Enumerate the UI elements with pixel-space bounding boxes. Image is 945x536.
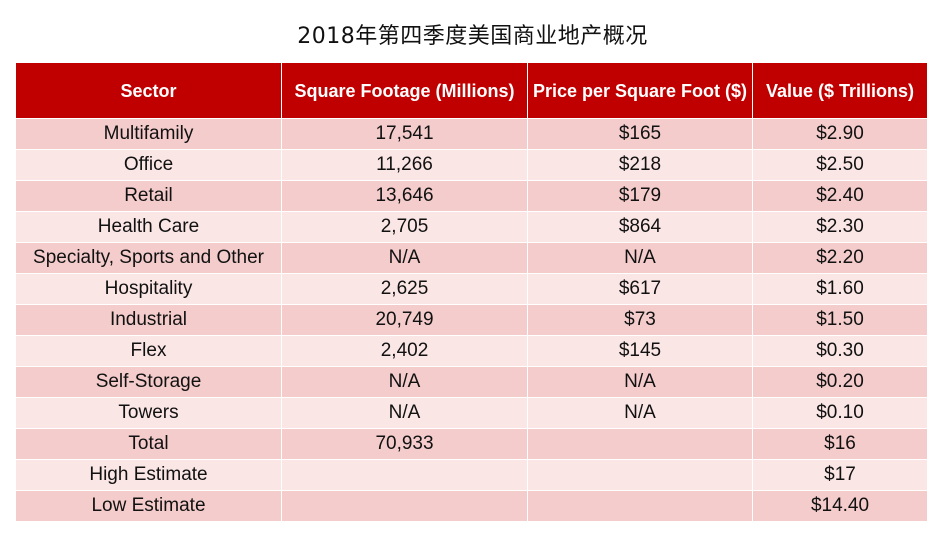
cell-price-per-square-foot: N/A — [527, 366, 753, 398]
table-row: Office 11,266 $218 $2.50 — [15, 149, 928, 181]
cell-sector: Total — [15, 428, 282, 460]
cell-square-footage: 13,646 — [281, 180, 528, 212]
cell-square-footage: 20,749 — [281, 304, 528, 336]
cell-price-per-square-foot: $218 — [527, 149, 753, 181]
cell-value: $0.30 — [752, 335, 928, 367]
cell-square-footage: 2,625 — [281, 273, 528, 305]
cell-sector: Multifamily — [15, 118, 282, 150]
column-header-price-per-square-foot: Price per Square Foot ($) — [527, 62, 753, 119]
cell-sector: Office — [15, 149, 282, 181]
table-row: Hospitality 2,625 $617 $1.60 — [15, 273, 928, 305]
header-row: Sector Square Footage (Millions) Price p… — [15, 62, 928, 119]
cell-square-footage: 17,541 — [281, 118, 528, 150]
cell-square-footage: N/A — [281, 242, 528, 274]
table-row: Towers N/A N/A $0.10 — [15, 397, 928, 429]
cell-sector: Flex — [15, 335, 282, 367]
cell-square-footage — [281, 459, 528, 491]
cell-value: $2.20 — [752, 242, 928, 274]
cell-square-footage: 2,402 — [281, 335, 528, 367]
table-row: Total 70,933 $16 — [15, 428, 928, 460]
cell-price-per-square-foot: $179 — [527, 180, 753, 212]
table-row: Health Care 2,705 $864 $2.30 — [15, 211, 928, 243]
column-header-value: Value ($ Trillions) — [752, 62, 928, 119]
cell-sector: Industrial — [15, 304, 282, 336]
chart-title: 2018年第四季度美国商业地产概况 — [297, 24, 648, 49]
cell-square-footage: N/A — [281, 397, 528, 429]
cell-value: $1.50 — [752, 304, 928, 336]
table-row: Flex 2,402 $145 $0.30 — [15, 335, 928, 367]
table-body: Multifamily 17,541 $165 $2.90 Office 11,266 $2… — [15, 118, 928, 522]
cell-square-footage: 70,933 — [281, 428, 528, 460]
cell-value: $2.90 — [752, 118, 928, 150]
column-header-sector: Sector — [15, 62, 282, 119]
cell-price-per-square-foot: N/A — [527, 242, 753, 274]
table-row: Multifamily 17,541 $165 $2.90 — [15, 118, 928, 150]
data-table: Sector Square Footage (Millions) Price p… — [15, 62, 928, 522]
column-header-square-footage: Square Footage (Millions) — [281, 62, 528, 119]
cell-square-footage — [281, 490, 528, 522]
cell-price-per-square-foot: $73 — [527, 304, 753, 336]
cell-value: $0.20 — [752, 366, 928, 398]
table-row: Industrial 20,749 $73 $1.50 — [15, 304, 928, 336]
cell-sector: Towers — [15, 397, 282, 429]
cell-sector: Retail — [15, 180, 282, 212]
cell-value: $2.30 — [752, 211, 928, 243]
cell-sector: Low Estimate — [15, 490, 282, 522]
cell-value: $1.60 — [752, 273, 928, 305]
cell-price-per-square-foot — [527, 428, 753, 460]
table-row: Self-Storage N/A N/A $0.20 — [15, 366, 928, 398]
cell-value: $0.10 — [752, 397, 928, 429]
cell-sector: Health Care — [15, 211, 282, 243]
cell-price-per-square-foot: N/A — [527, 397, 753, 429]
cell-value: $16 — [752, 428, 928, 460]
cell-sector: Self-Storage — [15, 366, 282, 398]
table-row: High Estimate $17 — [15, 459, 928, 491]
table-row: Specialty, Sports and Other N/A N/A $2.20 — [15, 242, 928, 274]
table-row: Retail 13,646 $179 $2.40 — [15, 180, 928, 212]
cell-square-footage: N/A — [281, 366, 528, 398]
cell-value: $14.40 — [752, 490, 928, 522]
table-row: Low Estimate $14.40 — [15, 490, 928, 522]
cell-square-footage: 2,705 — [281, 211, 528, 243]
cell-price-per-square-foot: $617 — [527, 273, 753, 305]
cell-square-footage: 11,266 — [281, 149, 528, 181]
cell-sector: Hospitality — [15, 273, 282, 305]
cell-price-per-square-foot — [527, 490, 753, 522]
cell-value: $2.50 — [752, 149, 928, 181]
cell-price-per-square-foot: $864 — [527, 211, 753, 243]
cell-price-per-square-foot — [527, 459, 753, 491]
cell-price-per-square-foot: $165 — [527, 118, 753, 150]
cell-sector: High Estimate — [15, 459, 282, 491]
cell-value: $2.40 — [752, 180, 928, 212]
cell-sector: Specialty, Sports and Other — [15, 242, 282, 274]
cell-value: $17 — [752, 459, 928, 491]
cell-price-per-square-foot: $145 — [527, 335, 753, 367]
